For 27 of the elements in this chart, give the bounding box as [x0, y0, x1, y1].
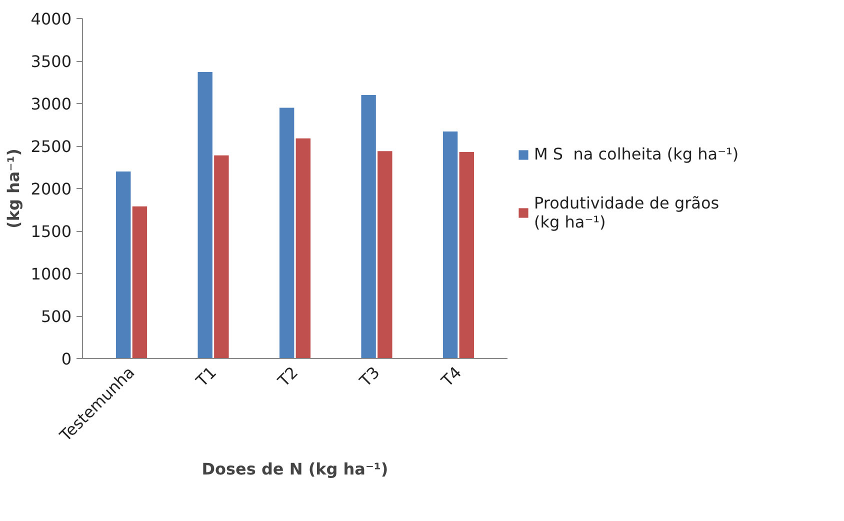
bar: [198, 72, 212, 358]
bar: [459, 152, 474, 358]
bar: [279, 108, 294, 358]
x-tick-label: T3: [355, 362, 384, 392]
bar: [296, 138, 311, 358]
bar: [214, 155, 229, 358]
y-tick-label: 3000: [30, 94, 72, 114]
bar: [361, 95, 376, 358]
legend-label: Produtividade de grãos (kg ha⁻¹): [534, 194, 720, 232]
x-axis-title: Doses de N (kg ha⁻¹): [202, 460, 388, 479]
y-tick-label: 1500: [30, 222, 72, 241]
y-tick-label: 2500: [30, 137, 72, 156]
y-tick-label: 0: [61, 350, 72, 368]
y-tick-label: 500: [40, 307, 72, 326]
y-tick-label: 2000: [30, 180, 72, 198]
x-tick-label: T4: [436, 362, 466, 392]
bar: [116, 172, 131, 358]
bar: [132, 206, 148, 358]
bar: [378, 151, 392, 358]
bar: [442, 132, 458, 358]
y-tick-label: 1000: [30, 264, 72, 284]
legend-label: M S na colheita (kg ha⁻¹): [534, 144, 739, 164]
y-axis-title: (kg ha⁻¹): [4, 148, 23, 228]
x-tick-label: T1: [192, 362, 220, 392]
y-tick-label: 3500: [30, 52, 72, 71]
y-tick-label: 4000: [30, 10, 72, 28]
x-tick-label: T2: [273, 362, 302, 392]
